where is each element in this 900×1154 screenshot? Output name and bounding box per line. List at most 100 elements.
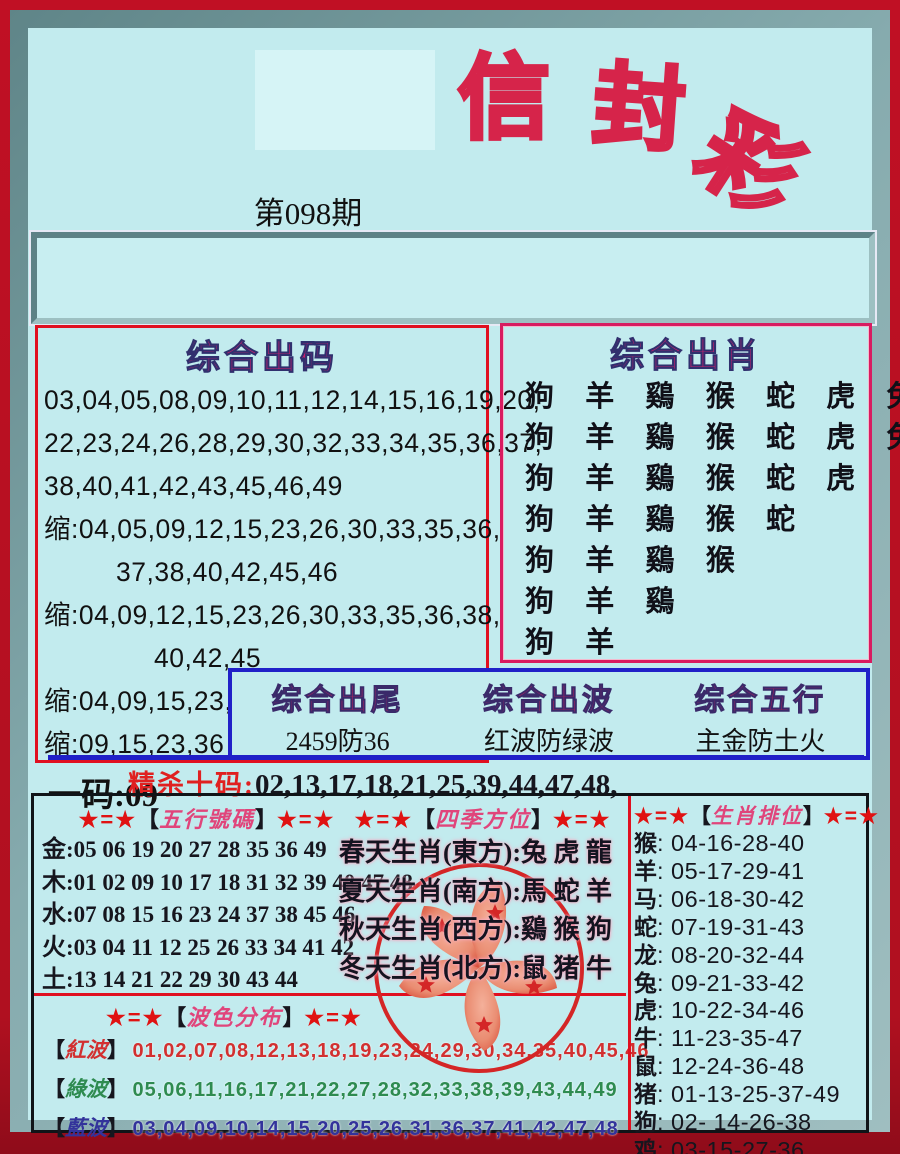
blue-wave-label: 藍波 [65, 1116, 107, 1140]
zodiac-name: 兔 [634, 970, 657, 996]
combined-zodiac-title: 综合出肖 [610, 338, 762, 376]
zodiac-rank-row: 牛: 11-23-35-47 [634, 1025, 864, 1053]
zodiac-name: 羊 [634, 858, 657, 884]
zodiac-numbers: : 02- 14-26-38 [657, 1109, 812, 1136]
bracket: 【 [689, 804, 711, 828]
bracket: 【 [412, 807, 435, 832]
bracket: 【 [164, 1005, 187, 1030]
numbers-line: 缩:09,15,23,36 [44, 729, 225, 759]
zodiac-ranking-section: ★=★【生肖排位】★=★ 猴: 04-16-28-40 羊: 05-17-29-… [634, 800, 878, 1154]
zodiac-numbers: : 10-22-34-46 [657, 997, 805, 1024]
zodiac-row: 狗 羊 鷄 [525, 586, 687, 618]
zodiac-row: 狗 羊 鷄 猴 蛇 虎 兔 牛 [525, 381, 900, 413]
combined-zodiac-box: 综合出肖 狗 羊 鷄 猴 蛇 虎 兔 牛 狗 羊 鷄 猴 蛇 虎 兔 狗 羊 鷄… [500, 323, 900, 700]
sheet-content: 信 封 彩 第098期 综合出码 03,04,05,08,09,10,11,12… [28, 28, 900, 1154]
zodiac-numbers: : 09-21-33-42 [657, 969, 805, 996]
bracket: 【 [44, 1116, 65, 1140]
star-deco: ★=★ [354, 807, 413, 832]
zodiac-numbers: : 05-17-29-41 [657, 857, 805, 884]
season-row: 夏天生肖(南方):馬 蛇 羊 [339, 876, 612, 906]
zodiac-ranking-header: ★=★【生肖排位】★=★ [634, 800, 878, 830]
season-row: 春天生肖(東方):兔 虎 龍 [339, 838, 612, 867]
element-row: 火:03 04 11 12 25 26 33 34 41 42 [42, 932, 372, 965]
title-char-3: 彩 [677, 93, 820, 239]
zodiac-name: 鼠 [634, 1054, 657, 1080]
zodiac-name: 马 [634, 886, 657, 912]
summary-tail-title: 综合出尾 [271, 684, 404, 718]
summary-element-value: 主金防土火 [695, 727, 826, 756]
zodiac-rank-row: 羊: 05-17-29-41 [634, 858, 864, 886]
red-wave-numbers: 01,02,07,08,12,13,18,19,23,24,29,30,34,3… [132, 1040, 650, 1062]
green-wave-label: 綠波 [65, 1077, 107, 1101]
zodiac-rank-row: 虎: 10-22-34-46 [634, 997, 864, 1025]
title-char-2: 封 [588, 53, 691, 165]
season-row: 秋天生肖(西方):鷄 猴 狗 [339, 915, 612, 944]
zodiac-name: 牛 [634, 1026, 657, 1052]
element-numbers: :05 06 19 20 27 28 35 36 49 [66, 837, 327, 862]
bracket: 【 [44, 1077, 65, 1101]
element-row: 水:07 08 15 16 23 24 37 38 45 46 [42, 899, 372, 932]
combined-numbers-box: 综合出码 03,04,05,08,09,10,11,12,14,15,16,19… [35, 325, 542, 814]
four-seasons-section: ★=★【四季方位】★=★ 春天生肖(東方):兔 虎 龍 夏天生肖(南方):馬 蛇… [339, 802, 627, 988]
zodiac-name: 狗 [634, 1110, 657, 1136]
numbers-line: 缩:04,05,09,12,15,23,26,30,33,35,36, [44, 514, 501, 544]
element-label: 水 [42, 902, 66, 928]
bracket: 【 [44, 1038, 65, 1062]
star-deco: ★=★ [823, 805, 880, 828]
four-seasons-header: ★=★【四季方位】★=★ [339, 802, 627, 834]
summary-tail: 综合出尾 2459防36 [232, 672, 443, 757]
bracket: 】 [107, 1116, 128, 1140]
red-wave-row: 【紅波】 01,02,07,08,12,13,18,19,23,24,29,30… [34, 1032, 649, 1071]
zodiac-rank-row: 龙: 08-20-32-44 [634, 942, 864, 970]
five-elements-title: 五行號碼 [158, 807, 255, 832]
numbers-line: 缩:04,09,12,15,23,26,30,33,35,36,38, [44, 600, 501, 630]
element-numbers: :07 08 15 16 23 24 37 38 45 46 [66, 902, 356, 927]
summary-wave: 综合出波 红波防绿波 [443, 672, 654, 757]
blue-wave-numbers: 03,04,09,10,14,15,20,25,26,31,36,37,41,4… [132, 1118, 619, 1140]
bracket: 】 [531, 807, 554, 832]
numbers-line: 38,40,41,42,43,45,46,49 [44, 471, 343, 501]
zodiac-numbers: : 01-13-25-37-49 [657, 1081, 841, 1108]
zodiac-numbers: : 12-24-36-48 [657, 1053, 805, 1080]
summary-element: 综合五行 主金防土火 [655, 672, 866, 757]
star-deco: ★=★ [106, 1005, 165, 1030]
element-numbers: :03 04 11 12 25 26 33 34 41 42 [66, 934, 355, 960]
star-deco: ★=★ [277, 807, 336, 832]
zodiac-rank-row: 鼠: 12-24-36-48 [634, 1053, 864, 1081]
combined-numbers-title: 综合出码 [186, 340, 338, 378]
zodiac-numbers: : 11-23-35-47 [657, 1025, 803, 1052]
zodiac-rank-row: 狗: 02- 14-26-38 [634, 1109, 864, 1137]
one-code-line: 一码:09 [48, 778, 158, 814]
element-row: 木:01 02 09 10 17 18 31 32 39 40 47 48 [42, 867, 413, 900]
bracket: 【 [136, 807, 159, 832]
zodiac-numbers: : 04-16-28-40 [657, 830, 805, 856]
four-seasons-title: 四季方位 [434, 807, 531, 832]
star-deco: ★=★ [634, 805, 690, 828]
title-highlight-rect [255, 50, 435, 150]
numbers-line: 37,38,40,42,45,46 [116, 557, 339, 587]
blue-wave-row: 【藍波】 03,04,09,10,14,15,20,25,26,31,36,37… [34, 1110, 626, 1149]
numbers-line: 03,04,05,08,09,10,11,12,14,15,16,19,20, [44, 385, 541, 415]
element-label: 土 [42, 967, 66, 993]
element-numbers: :01 02 09 10 17 18 31 32 39 40 47 48 [66, 869, 413, 895]
zodiac-name: 龙 [634, 942, 657, 968]
green-wave-row: 【綠波】 05,06,11,16,17,21,22,27,28,32,33,38… [34, 1071, 626, 1110]
star-deco: ★=★ [78, 807, 137, 832]
zodiac-row: 狗 羊 鷄 猴 蛇 虎 兔 [525, 422, 900, 454]
zodiac-numbers: : 03-15-27-36 [657, 1136, 805, 1154]
season-row: 冬天生肖(北方):鼠 猪 牛 [339, 953, 612, 983]
red-vertical-divider [628, 796, 631, 1130]
summary-wave-title: 综合出波 [482, 684, 615, 718]
zodiac-ranking-title: 生肖排位 [710, 804, 803, 828]
summary-wave-value: 红波防绿波 [483, 727, 614, 756]
zodiac-row: 狗 羊 鷄 猴 蛇 [525, 504, 808, 536]
bracket: 】 [282, 1005, 305, 1030]
summary-tail-value: 2459防36 [285, 727, 390, 756]
zodiac-name: 猴 [634, 831, 657, 856]
zodiac-row: 狗 羊 鷄 猴 [525, 545, 747, 577]
five-elements-header: ★=★【五行號碼】★=★ [42, 802, 372, 834]
blue-underline [48, 755, 864, 760]
zodiac-name: 鸡 [634, 1137, 657, 1154]
element-row: 土:13 14 21 22 29 30 43 44 [42, 964, 372, 997]
